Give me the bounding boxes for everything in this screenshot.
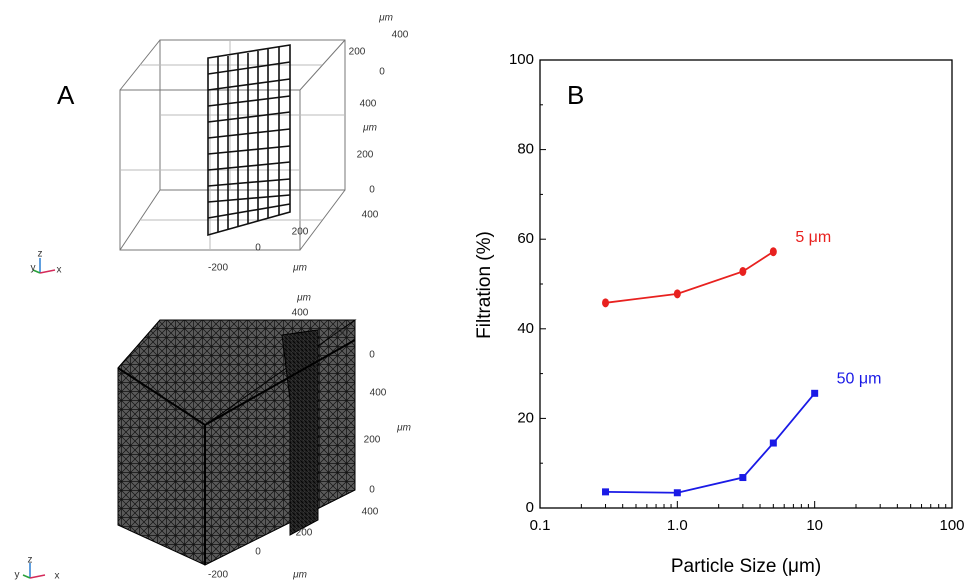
axis-tick-label: 0 <box>369 485 375 496</box>
axis-unit: μm <box>292 263 307 274</box>
axis-tick-label: 0 <box>379 67 385 78</box>
mesh-box <box>118 320 355 565</box>
axis-tick-label: 400 <box>362 210 379 221</box>
wireframe-box <box>120 40 345 250</box>
series-line <box>606 393 815 492</box>
y-tick-label: 60 <box>517 230 534 247</box>
x-tick-label: 1.0 <box>667 517 688 534</box>
axis-name: x <box>57 265 62 276</box>
y-tick-label: 100 <box>509 51 534 68</box>
axis-unit: μm <box>378 13 393 24</box>
axis-triads <box>23 258 55 578</box>
axis-unit: μm <box>296 293 311 304</box>
axis-tick-label: 0 <box>255 243 261 254</box>
data-point <box>674 489 681 496</box>
plot-frame <box>540 60 952 508</box>
axis-name: z <box>38 249 43 260</box>
axis-tick-label: -200 <box>208 570 228 581</box>
axis-tick-label: 0 <box>369 185 375 196</box>
axis-tick-label: 400 <box>370 388 387 399</box>
axis-unit: μm <box>396 423 411 434</box>
data-point <box>770 247 777 256</box>
axis-tick-label: 200 <box>357 150 374 161</box>
chart-title: B <box>567 80 584 110</box>
data-point <box>811 390 818 397</box>
y-axis-label: Filtration (%) <box>474 231 495 339</box>
y-tick-label: 80 <box>517 141 534 158</box>
data-point <box>770 440 777 447</box>
axis-tick-label: 200 <box>332 328 349 339</box>
figure: A 400200040020004002000-200μmμmμmzyx4002… <box>0 0 971 581</box>
y-tick-label: 40 <box>517 320 534 337</box>
axis-tick-label: 400 <box>392 30 409 41</box>
series-label: 5 μm <box>795 229 831 246</box>
axis-name: y <box>31 263 36 274</box>
axis-tick-label: 0 <box>255 547 261 558</box>
panel-label: A <box>57 80 75 110</box>
axis-unit: μm <box>292 570 307 581</box>
axis-tick-label: 200 <box>292 227 309 238</box>
axis-tick-label: 200 <box>296 528 313 539</box>
y-tick-label: 20 <box>517 409 534 426</box>
axis-tick-label: 200 <box>349 47 366 58</box>
axis-name: z <box>28 555 33 566</box>
series-label: 50 μm <box>837 371 882 388</box>
axis-tick-label: 200 <box>364 435 381 446</box>
x-tick-label: 100 <box>939 517 964 534</box>
data-point <box>739 474 746 481</box>
data-point <box>674 289 681 298</box>
x-axis-label: Particle Size (μm) <box>671 556 821 577</box>
axis-tick-label: 400 <box>360 99 377 110</box>
axis-tick-label: 400 <box>362 507 379 518</box>
axis-tick-label: -200 <box>208 263 228 274</box>
x-tick-label: 10 <box>806 517 823 534</box>
data-point <box>602 298 609 307</box>
data-point <box>602 488 609 495</box>
data-point <box>739 267 746 276</box>
axis-unit: μm <box>362 123 377 134</box>
chart: B Particle Size (μm) Filtration (%) 0 20 4… <box>474 51 965 577</box>
axis-tick-label: 400 <box>292 308 309 319</box>
axis-name: y <box>15 570 20 581</box>
x-tick-label: 0.1 <box>530 517 551 534</box>
axis-tick-label: 0 <box>369 350 375 361</box>
series-line <box>606 252 774 303</box>
axis-name: x <box>55 571 60 581</box>
y-tick-label: 0 <box>526 499 534 516</box>
